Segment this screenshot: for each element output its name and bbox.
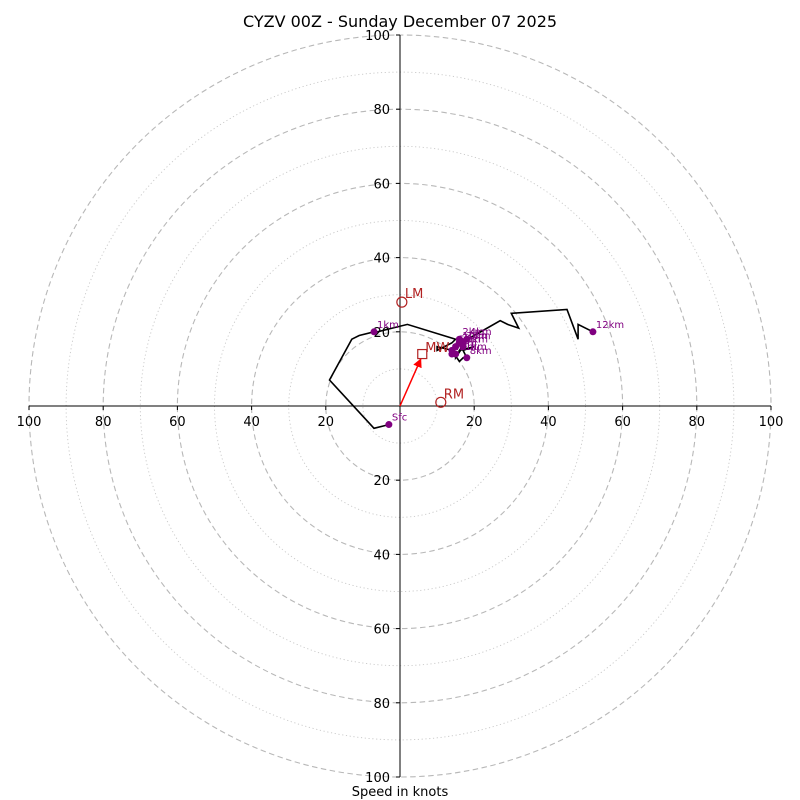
height-label-6km: 6km [455,338,477,349]
left-mover-marker [396,296,408,308]
storm-motion: MW LM RM [396,287,464,408]
height-marker-4km [463,335,471,343]
right-mover-marker [435,396,447,408]
height-markers: Sfc1km2km3km4km5km6km7km8km9km10km11km12… [370,320,624,429]
x-tick-label: 60 [614,415,631,430]
x-tick-label: 80 [95,415,112,430]
height-label-2km: 2km [462,327,484,338]
height-label-sfc: Sfc [392,413,407,424]
left-mover-label: LM [405,287,423,302]
y-tick-label: 80 [373,697,390,712]
x-tick-label: 40 [243,415,260,430]
y-tick-label: 20 [373,474,390,489]
hodograph-trace [328,308,594,430]
x-tick-label: 20 [318,415,335,430]
y-tick-label: 40 [373,252,390,267]
height-label-1km: 1km [377,320,399,331]
height-marker-sfc [385,421,393,429]
y-tick-label: 100 [365,29,390,44]
height-marker-8km [463,354,471,362]
x-tick-label: 100 [17,415,42,430]
x-tick-label: 20 [466,415,483,430]
height-label-9km: 9km [466,335,488,346]
chart-title: CYZV 00Z - Sunday December 07 2025 [243,12,557,31]
height-marker-1km [370,328,378,336]
right-mover-label: RM [444,387,464,402]
x-tick-label: 40 [540,415,557,430]
mean-wind-arrow [399,358,422,407]
x-tick-label: 60 [169,415,186,430]
height-label-8km: 8km [470,346,492,357]
height-marker-11km [452,350,460,358]
height-label-11km: 11km [459,342,487,353]
x-axis-label: Speed in knots [352,785,449,800]
x-tick-labels: 100 80 60 40 20 20 40 60 80 100 [17,406,784,430]
wind-trace [328,308,594,430]
mean-wind-marker [417,348,428,360]
height-label-10km: 10km [462,331,490,342]
y-tick-label: 100 [365,771,390,786]
x-tick-label: 80 [689,415,706,430]
height-label-5km: 5km [459,335,481,346]
x-tick-label: 100 [759,415,784,430]
y-tick-label: 80 [373,103,390,118]
height-label-3km: 3km [466,331,488,342]
height-marker-12km [589,328,597,336]
mean-wind-label: MW [425,341,449,356]
y-tick-label: 60 [373,177,390,192]
height-label-4km: 4km [470,327,492,338]
height-label-12km: 12km [596,320,624,331]
y-tick-label: 60 [373,623,390,638]
height-marker-10km [455,339,463,347]
y-tick-label: 40 [373,548,390,563]
